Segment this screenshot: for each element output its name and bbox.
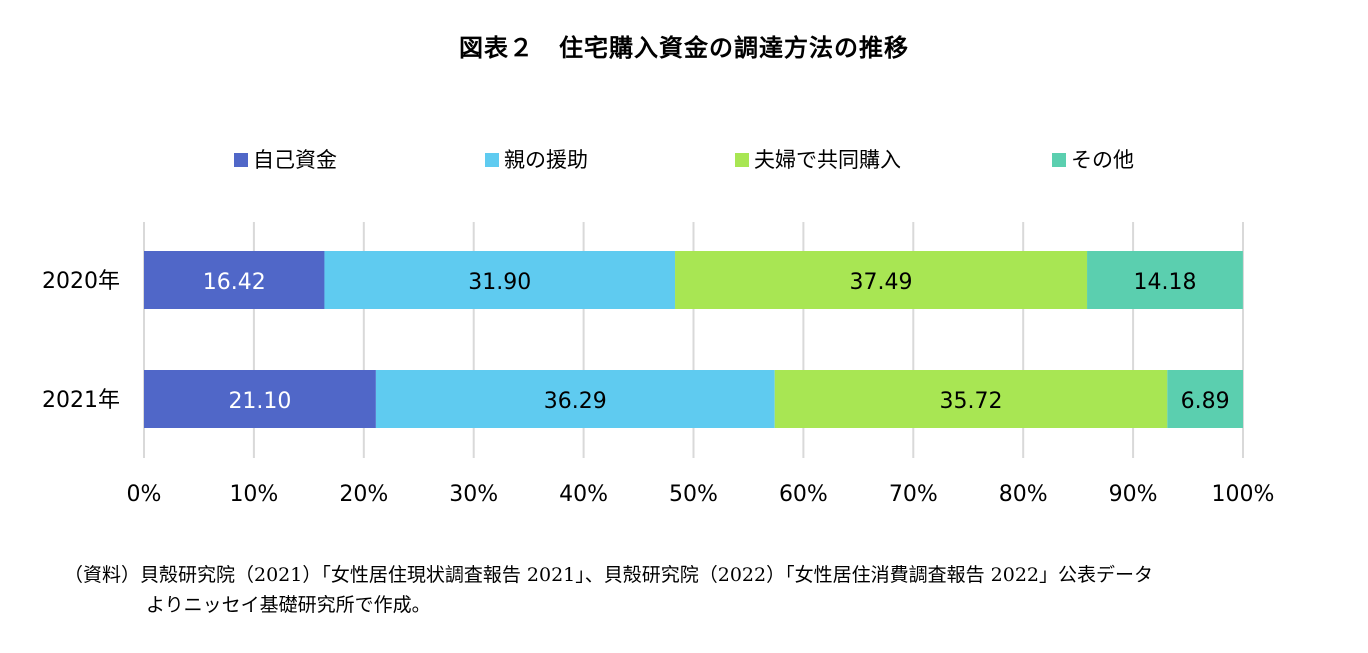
x-tick-label-9: 90% [1109,482,1158,507]
data-label-1-2: 35.72 [940,389,1003,414]
source-note: （資料）貝殻研究院（2021）「女性居住現状調査報告 2021」、貝殻研究院（2… [64,560,1354,620]
bar-1-2 [774,370,1168,428]
data-label-1-1: 36.29 [544,389,607,414]
bar-0-0 [144,251,325,309]
category-label-1: 2021年 [42,388,120,413]
bar-1-3 [1167,370,1243,428]
bar-1-1 [375,370,775,428]
x-tick-label-0: 0% [127,482,162,507]
bar-0-1 [324,251,676,309]
x-tick-label-4: 40% [559,482,608,507]
x-tick-label-5: 50% [669,482,718,507]
x-tick-label-2: 20% [339,482,388,507]
legend-swatch-1 [485,153,499,167]
data-label-0-3: 14.18 [1133,270,1196,295]
data-label-1-0: 21.10 [228,389,291,414]
legend-label-2: 夫婦で共同購入 [754,148,901,172]
data-label-1-3: 6.89 [1181,389,1230,414]
legend-label-0: 自己資金 [253,148,337,172]
data-label-0-2: 37.49 [850,270,913,295]
x-tick-label-1: 10% [229,482,278,507]
chart-title: 図表２ 住宅購入資金の調達方法の推移 [459,34,909,62]
legend-swatch-0 [234,153,248,167]
legend-swatch-2 [735,153,749,167]
x-tick-label-7: 70% [889,482,938,507]
source-note-line1: （資料）貝殻研究院（2021）「女性居住現状調査報告 2021」、貝殻研究院（2… [64,564,1153,586]
bar-0-3 [1087,251,1243,309]
legend-swatch-3 [1052,153,1066,167]
data-label-0-0: 16.42 [203,270,266,295]
x-tick-label-8: 80% [999,482,1048,507]
stacked-bar-chart: 0% 10% 20% 30% 40% 50% 60% 70% 80% 90% 100% 自己資金 親の援… [42,148,1275,507]
x-tick-label-3: 30% [449,482,498,507]
category-label-0: 2020年 [42,269,120,294]
data-label-0-1: 31.90 [468,270,531,295]
bar-0-2 [675,251,1088,309]
legend-label-3: その他 [1071,148,1134,172]
bar-1-0 [144,370,376,428]
source-note-line2: よりニッセイ基礎研究所で作成。 [146,594,431,616]
x-tick-label-10: 100% [1212,482,1275,507]
x-tick-label-6: 60% [779,482,828,507]
legend-label-1: 親の援助 [504,148,588,172]
